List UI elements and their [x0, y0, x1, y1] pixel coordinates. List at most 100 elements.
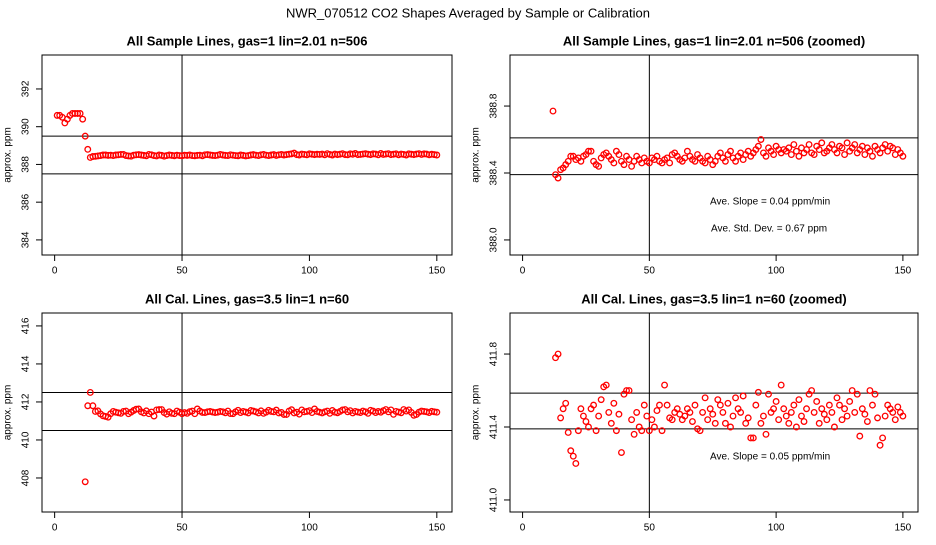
point: [825, 401, 833, 409]
point: [869, 152, 876, 160]
point: [836, 401, 843, 409]
point: [623, 387, 630, 394]
point: [757, 136, 765, 143]
point: [645, 427, 653, 435]
plot-box: [509, 312, 919, 513]
panel-title: All Sample Lines, gas=1 lin=2.01 n=506 (…: [563, 33, 865, 48]
point: [762, 430, 770, 438]
point: [559, 405, 567, 413]
point: [727, 423, 734, 431]
x-tick-label: 0: [52, 266, 58, 277]
y-axis-label: approx. ppm: [471, 127, 482, 183]
point: [602, 381, 610, 389]
point: [823, 416, 831, 424]
point: [815, 146, 823, 154]
point: [820, 410, 828, 418]
point: [863, 418, 871, 425]
point: [752, 401, 760, 409]
point: [704, 416, 712, 424]
y-tick-label: 411.0: [489, 487, 500, 512]
x-tick-label: 100: [768, 523, 785, 534]
point: [628, 416, 636, 424]
point: [640, 401, 648, 409]
point: [567, 152, 575, 160]
point: [729, 412, 737, 420]
x-tick-label: 150: [895, 523, 912, 534]
point: [747, 434, 755, 442]
point: [790, 401, 798, 409]
point: [869, 401, 876, 409]
point: [830, 423, 838, 431]
point: [150, 412, 158, 420]
x-tick-label: 0: [520, 266, 526, 277]
point: [653, 407, 661, 415]
y-tick-label: 384: [21, 231, 32, 248]
point: [607, 419, 615, 427]
y-tick-label: 414: [21, 355, 32, 372]
point: [572, 460, 580, 467]
point: [871, 390, 879, 398]
point: [648, 416, 656, 424]
point: [833, 149, 841, 157]
point: [772, 398, 780, 405]
point: [727, 147, 734, 155]
point: [574, 427, 582, 435]
point: [792, 423, 800, 431]
point: [846, 398, 854, 405]
point: [86, 388, 94, 396]
point: [833, 394, 841, 402]
point: [777, 381, 785, 389]
point: [808, 387, 816, 394]
point: [691, 157, 699, 165]
x-tick-label: 150: [895, 266, 912, 277]
point: [856, 432, 864, 440]
point: [848, 387, 856, 394]
point: [701, 394, 709, 402]
point: [661, 381, 669, 389]
point: [899, 412, 907, 420]
y-tick-label: 392: [21, 80, 32, 97]
point: [564, 429, 572, 436]
point: [554, 174, 562, 182]
point: [620, 161, 628, 169]
point: [818, 405, 826, 413]
point: [810, 151, 818, 159]
point: [612, 427, 620, 435]
point: [754, 142, 762, 150]
point: [714, 396, 722, 404]
panel-title: All Cal. Lines, gas=3.5 lin=1 n=60: [145, 291, 349, 306]
point: [433, 408, 441, 416]
x-tick-label: 50: [176, 266, 188, 277]
point: [605, 408, 613, 416]
point: [625, 387, 633, 394]
y-tick-label: 386: [21, 193, 32, 210]
y-tick-label: 388.4: [489, 160, 500, 185]
x-tick-label: 0: [520, 523, 526, 534]
point: [891, 416, 899, 424]
point: [737, 408, 745, 416]
point: [889, 408, 897, 416]
x-tick-label: 100: [301, 523, 318, 534]
point: [615, 151, 623, 159]
point: [853, 390, 861, 398]
point: [132, 405, 140, 413]
point: [696, 427, 704, 435]
point: [785, 419, 793, 427]
point: [562, 399, 570, 407]
point: [795, 152, 803, 160]
y-tick-label: 408: [21, 469, 32, 486]
point: [787, 408, 795, 416]
point: [843, 412, 851, 420]
point: [724, 399, 732, 407]
point: [595, 162, 603, 170]
point: [430, 151, 438, 159]
point: [587, 147, 595, 155]
y-tick-label: 412: [21, 393, 32, 410]
point: [666, 159, 674, 167]
plot-box: [509, 54, 919, 256]
x-tick-label: 50: [176, 523, 188, 534]
point: [630, 430, 638, 438]
point: [851, 408, 859, 416]
point: [790, 141, 798, 148]
point: [858, 405, 866, 413]
